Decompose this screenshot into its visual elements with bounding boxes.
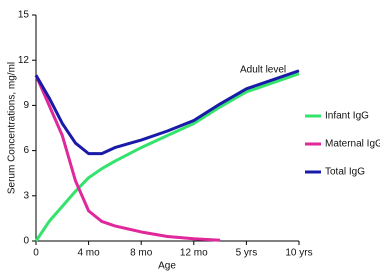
y-axis-label: Serum Concentrations, mg/ml: [7, 62, 18, 194]
x-tick-label: 8 mo: [130, 248, 153, 259]
legend-label: Total IgG: [325, 167, 365, 178]
y-tick-label: 0: [23, 236, 29, 247]
x-tick-label: 5 yrs: [236, 248, 258, 259]
series-line: [34, 74, 221, 242]
legend-label: Maternal IgG: [325, 139, 380, 150]
series-line: [34, 72, 300, 242]
y-tick-label: 9: [23, 100, 29, 111]
y-tick-label: 12: [18, 55, 30, 66]
y-tick-label: 3: [23, 190, 29, 201]
y-tick-label: 6: [23, 145, 29, 156]
annotation: Adult level: [240, 65, 286, 76]
y-tick-label: 15: [18, 10, 30, 21]
legend-label: Infant IgG: [325, 111, 369, 122]
x-tick-label: 0: [33, 248, 39, 259]
series-line: [34, 69, 300, 156]
x-tick-label: 10 yrs: [285, 248, 312, 259]
x-tick-label: 12 mo: [180, 248, 208, 259]
x-axis-label: Age: [158, 261, 176, 272]
x-tick-label: 4 mo: [77, 248, 100, 259]
